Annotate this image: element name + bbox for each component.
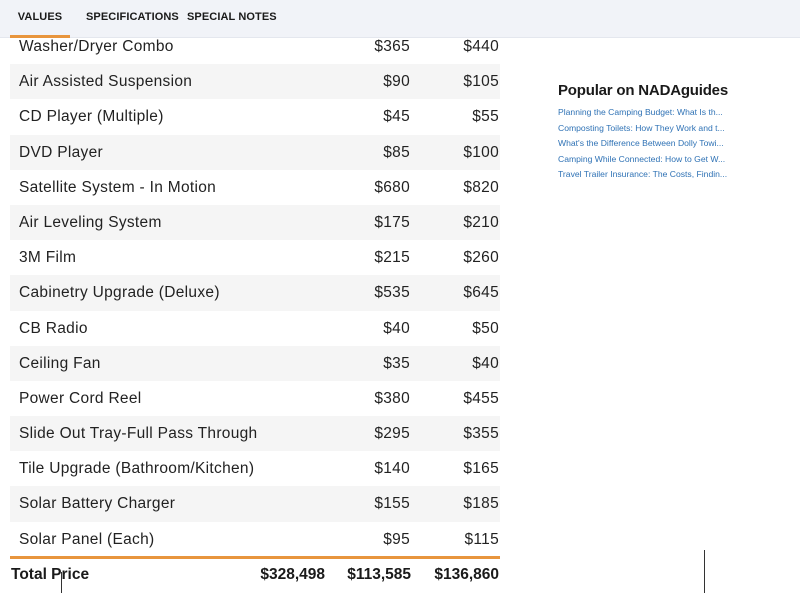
- popular-widget: Popular on NADAguides Planning the Campi…: [558, 82, 758, 183]
- table-row: 3M Film $215 $260: [10, 240, 500, 275]
- tab-bar: VALUES SPECIFICATIONS SPECIAL NOTES: [0, 0, 800, 38]
- table-row: Washer/Dryer Combo $365 $440: [10, 29, 500, 64]
- option-name: Solar Battery Charger: [19, 495, 176, 513]
- option-low-value: $380: [374, 389, 410, 407]
- option-high-value: $105: [463, 73, 499, 91]
- table-row: DVD Player $85 $100: [10, 134, 500, 170]
- option-high-value: $40: [472, 354, 499, 372]
- tab-values[interactable]: VALUES: [10, 0, 70, 38]
- option-name: Slide Out Tray-Full Pass Through: [19, 425, 258, 443]
- option-high-value: $645: [463, 284, 499, 302]
- option-high-value: $210: [463, 213, 499, 231]
- table-row: Air Leveling System $175 $210: [10, 204, 500, 241]
- option-name: Washer/Dryer Combo: [19, 38, 174, 55]
- option-low-value: $85: [383, 143, 410, 161]
- option-name: CB Radio: [19, 319, 88, 337]
- table-row: Solar Panel (Each) $95 $115: [10, 522, 500, 557]
- option-low-value: $295: [374, 425, 410, 443]
- option-high-value: $55: [472, 108, 499, 126]
- table-row: Ceiling Fan $35 $40: [10, 345, 500, 381]
- option-low-value: $155: [374, 495, 410, 513]
- popular-link[interactable]: Composting Toilets: How They Work and t.…: [558, 122, 725, 133]
- total-label: Total Price: [11, 566, 90, 583]
- option-low-value: $215: [374, 249, 410, 267]
- total-row: Total Price $328,498 $113,585 $136,860: [10, 566, 500, 590]
- option-low-value: $90: [383, 73, 410, 91]
- table-row: CD Player (Multiple) $45 $55: [10, 99, 500, 134]
- option-low-value: $175: [374, 213, 410, 231]
- option-name: 3M Film: [19, 249, 77, 267]
- option-high-value: $185: [463, 495, 499, 513]
- option-high-value: $165: [463, 460, 499, 478]
- option-name: CD Player (Multiple): [19, 108, 164, 126]
- table-row: Slide Out Tray-Full Pass Through $295 $3…: [10, 416, 500, 452]
- option-name: Ceiling Fan: [19, 354, 101, 372]
- table-row: Tile Upgrade (Bathroom/Kitchen) $140 $16…: [10, 451, 500, 486]
- option-name: Air Leveling System: [19, 213, 162, 231]
- option-high-value: $260: [463, 249, 499, 267]
- table-row: Satellite System - In Motion $680 $820: [10, 170, 500, 205]
- option-high-value: $50: [472, 319, 499, 337]
- option-low-value: $365: [374, 38, 410, 55]
- popular-link[interactable]: Travel Trailer Insurance: The Costs, Fin…: [558, 169, 728, 180]
- text-cursor-line: [704, 550, 705, 593]
- table-row: Solar Battery Charger $155 $185: [10, 486, 500, 522]
- option-low-value: $35: [383, 354, 410, 372]
- option-low-value: $140: [374, 460, 410, 478]
- total-low-value: $113,585: [347, 566, 411, 583]
- total-divider: [10, 556, 500, 559]
- popular-title: Popular on NADAguides: [558, 82, 728, 99]
- option-low-value: $95: [383, 530, 410, 548]
- total-msrp-value: $328,498: [260, 566, 325, 583]
- option-high-value: $820: [463, 178, 499, 196]
- table-row: Power Cord Reel $380 $455: [10, 381, 500, 416]
- table-row: Air Assisted Suspension $90 $105: [10, 64, 500, 100]
- table-row: CB Radio $40 $50: [10, 311, 500, 346]
- text-cursor-line: [61, 572, 62, 593]
- option-name: DVD Player: [19, 143, 103, 161]
- option-name: Cabinetry Upgrade (Deluxe): [19, 284, 220, 302]
- option-name: Satellite System - In Motion: [19, 178, 217, 196]
- option-high-value: $355: [463, 425, 499, 443]
- popular-link[interactable]: Camping While Connected: How to Get W...: [558, 153, 726, 164]
- total-high-value: $136,860: [434, 566, 499, 583]
- table-row: Cabinetry Upgrade (Deluxe) $535 $645: [10, 275, 500, 311]
- option-high-value: $115: [464, 530, 499, 548]
- option-high-value: $440: [463, 38, 499, 55]
- option-high-value: $100: [463, 143, 499, 161]
- popular-link[interactable]: What's the Difference Between Dolly Towi…: [558, 138, 724, 149]
- option-low-value: $40: [383, 319, 410, 337]
- option-low-value: $680: [374, 178, 410, 196]
- option-low-value: $535: [374, 284, 410, 302]
- popular-link[interactable]: Planning the Camping Budget: What Is th.…: [558, 107, 723, 117]
- option-name: Power Cord Reel: [19, 389, 142, 407]
- option-low-value: $45: [383, 108, 410, 126]
- option-name: Solar Panel (Each): [19, 530, 155, 548]
- option-high-value: $455: [463, 389, 499, 407]
- option-name: Air Assisted Suspension: [19, 73, 193, 91]
- tab-special-notes[interactable]: SPECIAL NOTES: [187, 11, 277, 23]
- option-name: Tile Upgrade (Bathroom/Kitchen): [19, 460, 255, 478]
- tab-specifications[interactable]: SPECIFICATIONS: [86, 11, 179, 23]
- options-table: Washer/Dryer Combo $365 $440 Air Assiste…: [10, 29, 500, 557]
